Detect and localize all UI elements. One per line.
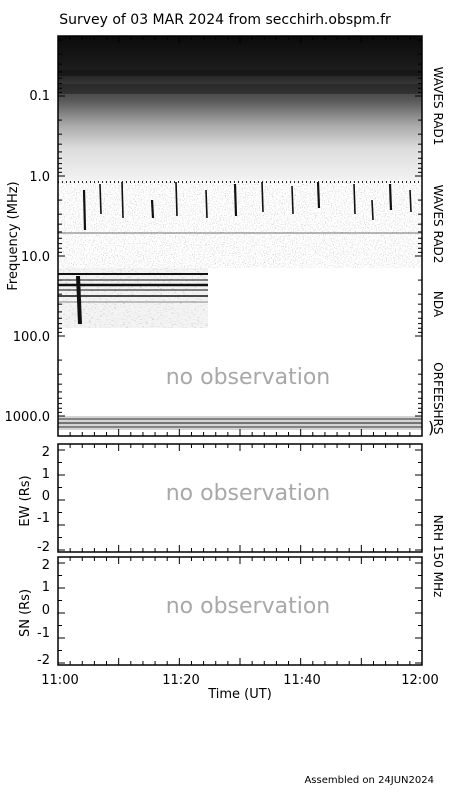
burst-streak [205, 189, 208, 219]
rad2-type-iii-bursts [82, 181, 412, 231]
sn-frame [57, 556, 423, 666]
ytick-label: -1 [37, 511, 50, 526]
instrument-label-rad1: WAVES RAD1 [431, 67, 445, 146]
burst-streak [409, 189, 412, 213]
ytick-label: 1 [42, 580, 50, 595]
x-axis-label: Time (UT) [207, 687, 272, 702]
y-axis-label: EW (Rs) [18, 475, 33, 526]
ytick-label: -2 [37, 540, 50, 555]
rad1-spectrum [58, 36, 422, 180]
burst-streak [388, 183, 393, 211]
burst-streak [353, 183, 356, 215]
instrument-label-orfees: ORFEES [431, 362, 445, 409]
burst-streak [121, 181, 124, 219]
burst-streak [175, 181, 178, 217]
y-axis-label: Frequency (MHz) [6, 181, 21, 290]
ytick-label: 1 [42, 467, 50, 482]
ytick-label: -1 [37, 626, 50, 641]
ytick-label: -2 [37, 653, 50, 668]
nda-stripes [58, 273, 208, 303]
ytick-label: 1.0 [29, 170, 50, 185]
xtick-label: 11:00 [41, 673, 78, 688]
xtick-label: 12:00 [401, 673, 438, 688]
ytick-label: 2 [42, 558, 50, 573]
instrument-label-nda: NDA [431, 291, 445, 318]
burst-streak [316, 181, 321, 209]
nda-spectrum-noise [58, 268, 208, 328]
hrs-bracket: ) [428, 418, 434, 437]
y-axis-label: SN (Rs) [18, 589, 33, 637]
nda-burst [76, 276, 82, 324]
burst-streak [82, 189, 87, 231]
instrument-label-rad2: WAVES RAD2 [431, 185, 445, 264]
figure-title: Survey of 03 MAR 2024 from secchirh.obsp… [59, 12, 391, 28]
instrument-label-hrs: HRS [431, 410, 445, 435]
ytick-label: 100.0 [13, 330, 50, 345]
ytick-label: 1000.0 [5, 410, 51, 425]
no-observation-label: no observation [166, 594, 331, 619]
burst-streak [99, 183, 102, 215]
xtick-label: 11:20 [162, 673, 199, 688]
ytick-label: 0.1 [29, 89, 50, 104]
ytick-label: 10.0 [21, 250, 50, 265]
rad1-dark-band [58, 70, 422, 76]
no-observation-label: no observation [166, 365, 331, 390]
assembled-note: Assembled on 24JUN2024 [304, 775, 434, 786]
rad1-dark-band-2 [58, 84, 422, 94]
ytick-label: 0 [42, 489, 50, 504]
burst-streak [291, 185, 294, 215]
rad2-spectrum-noise [58, 180, 422, 268]
burst-streak [371, 199, 374, 221]
burst-streak [150, 199, 155, 219]
ew-frame [57, 443, 423, 553]
xtick-label: 11:40 [283, 673, 320, 688]
instrument-label-nrh: NRH 150 MHz [431, 515, 445, 598]
no-observation-label: no observation [166, 481, 331, 506]
ytick-label: 0 [42, 603, 50, 618]
ew-panel: no observation 2 1 0 -1 -2 EW (Rs) [18, 443, 423, 555]
burst-streak [233, 183, 238, 217]
ytick-label: 2 [42, 445, 50, 460]
spectrum-panel: no observation 0.1 1.0 10.0 100.0 1000.0… [5, 35, 445, 437]
sn-panel: no observation 2 1 0 -1 -2 SN (Rs) NRH 1… [18, 515, 445, 702]
axis-ticks [57, 36, 423, 665]
burst-streak [261, 181, 264, 213]
